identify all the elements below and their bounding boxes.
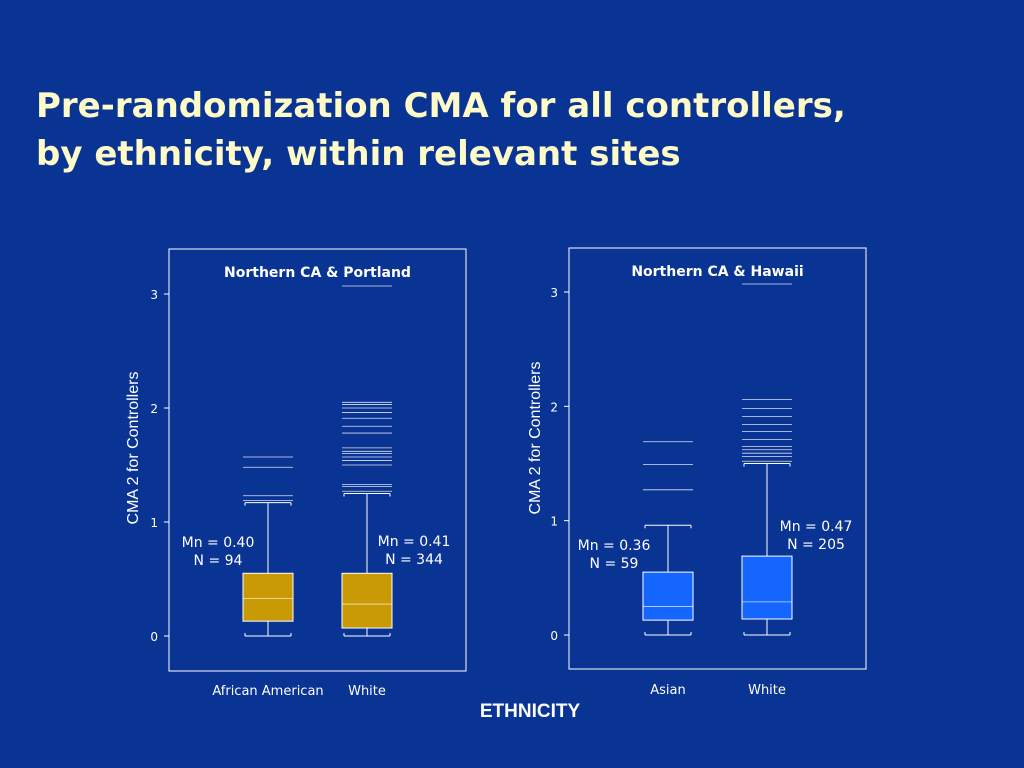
y-axis-label: CMA 2 for Controllers: [527, 362, 544, 515]
y-tick-label: 1: [550, 515, 558, 529]
y-tick-label: 2: [550, 400, 558, 414]
count-annotation: N = 59: [590, 556, 639, 572]
mean-annotation: Mn = 0.36: [578, 538, 651, 554]
count-annotation: N = 344: [385, 552, 443, 568]
y-tick-label: 0: [150, 630, 158, 644]
x-category-label: Asian: [650, 683, 685, 698]
y-axis-label: CMA 2 for Controllers: [125, 372, 142, 525]
box-body: [741, 555, 793, 620]
slide-title-line-1: Pre-randomization CMA for all controller…: [36, 86, 846, 126]
y-tick-label: 3: [550, 286, 558, 300]
mean-annotation: Mn = 0.47: [780, 519, 853, 535]
chart-title: Northern CA & Hawaii: [631, 264, 803, 280]
mean-annotation: Mn = 0.41: [378, 534, 451, 550]
slide-title-line-2: by ethnicity, within relevant sites: [36, 134, 681, 174]
x-category-label: African American: [212, 684, 323, 699]
chart-panel-frame: [168, 248, 467, 672]
count-annotation: N = 94: [194, 553, 243, 569]
y-tick-label: 3: [150, 288, 158, 302]
y-tick-label: 1: [150, 516, 158, 530]
slide-title: Pre-randomization CMA for all controller…: [36, 82, 996, 178]
x-category-label: White: [348, 684, 386, 699]
mean-annotation: Mn = 0.40: [182, 535, 255, 551]
box-body: [642, 571, 694, 621]
box-body: [341, 572, 393, 629]
y-tick-label: 0: [550, 629, 558, 643]
chart-title: Northern CA & Portland: [224, 265, 411, 281]
count-annotation: N = 205: [787, 537, 845, 553]
chart-panel-frame: [568, 247, 867, 670]
box-body: [242, 572, 294, 622]
y-tick-label: 2: [150, 402, 158, 416]
x-axis-title: ETHNICITY: [479, 701, 581, 722]
x-category-label: White: [748, 683, 786, 698]
